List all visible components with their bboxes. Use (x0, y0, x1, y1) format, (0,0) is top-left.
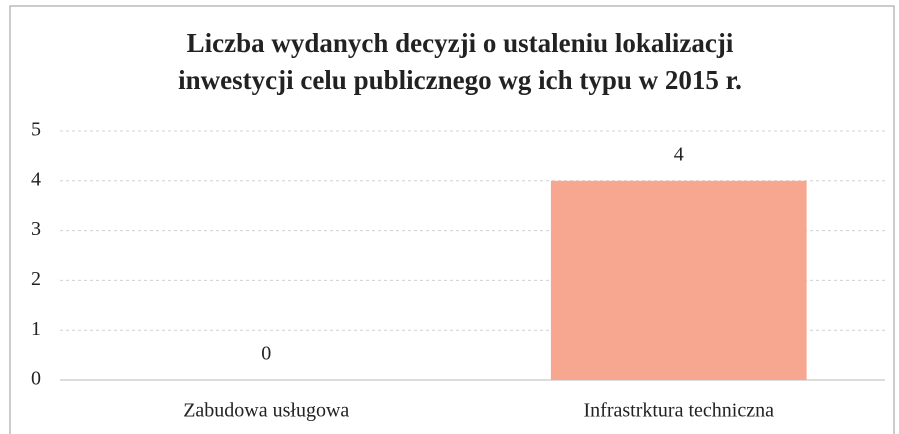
data-label: 4 (674, 143, 684, 165)
y-tick-label: 2 (31, 268, 41, 290)
y-tick-label: 5 (31, 119, 41, 141)
y-tick-label: 1 (31, 318, 41, 340)
x-tick-label: Infrastrktura techniczna (584, 400, 775, 422)
chart-title: Liczba wydanych decyzji o ustaleniu loka… (187, 28, 734, 58)
data-label: 0 (261, 343, 271, 365)
chart-title: inwestycji celu publicznego wg ich typu … (178, 65, 742, 95)
y-tick-label: 4 (31, 168, 41, 190)
y-tick-label: 3 (31, 218, 41, 240)
x-tick-label: Zabudowa usługowa (183, 400, 349, 422)
bar (550, 180, 807, 380)
y-tick-label: 0 (31, 368, 41, 390)
